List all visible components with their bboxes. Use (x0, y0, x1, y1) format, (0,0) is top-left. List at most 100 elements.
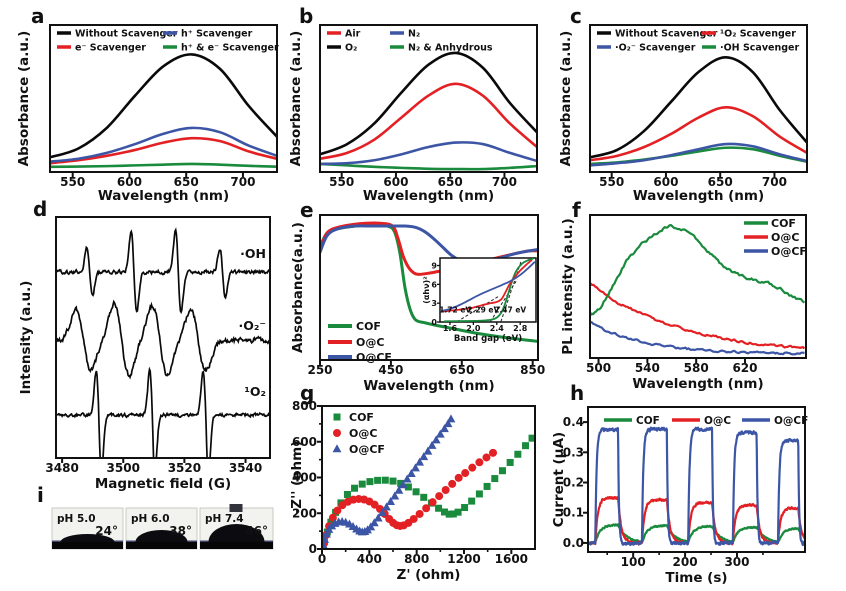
panel-b-label: b (299, 4, 314, 28)
square-point (445, 510, 453, 518)
square-point (454, 508, 462, 516)
a-xtick: 700 (230, 175, 255, 189)
a-series-h⁺ & e⁻ Scavenger (50, 162, 277, 169)
c-legend-label: ·OH Scavenger (720, 42, 799, 53)
tauc-tangent-line (456, 295, 500, 322)
triangle-point (419, 452, 429, 461)
square-point (461, 504, 469, 512)
f-y-axis-title: PL intensity (a.u.) (560, 218, 576, 355)
b-legend: Air O₂ N₂ N₂ & Anhydrous (327, 28, 493, 53)
d-xtick: 3480 (45, 461, 78, 475)
h-x-axis-title: Time (s) (665, 570, 727, 586)
e-xtick: 250 (307, 363, 332, 377)
circle-point (461, 469, 470, 478)
epr-trace-¹O₂ (56, 366, 270, 458)
c-xtick: 650 (708, 175, 733, 189)
c-legend-label: ·O₂⁻ Scavenger (615, 42, 696, 53)
inset-series-group (440, 258, 536, 322)
d-x-axis-title: Magnetic field (G) (95, 476, 231, 492)
circle-point (370, 500, 379, 509)
square-point (397, 479, 405, 487)
c-series-¹O₂ Scavenger (590, 106, 807, 162)
water-droplet (208, 524, 265, 542)
epr-trace-label: ·O₂⁻ (239, 318, 266, 333)
f-xtick: 620 (732, 361, 757, 375)
inset-series-O@C (441, 259, 533, 313)
d-plot-frame (55, 216, 271, 459)
g-legend-label: O@CF (349, 443, 385, 456)
band-gap-annotation: 1.72 eV (439, 306, 471, 315)
water-droplet (60, 534, 115, 542)
substrate-bar (200, 542, 273, 549)
g-series-O@CF (322, 414, 456, 549)
panel-e-label: e (300, 198, 314, 222)
square-point (381, 476, 389, 484)
b-axis-ticks: 550 600 650 700 (329, 172, 517, 189)
triangle-point (406, 468, 416, 477)
a-series-h⁺ Scavenger (50, 126, 277, 164)
g-axis-ticks: 0 400 800 1200 1600 0 200 400 600 800 (292, 399, 528, 566)
g-xtick: 1200 (447, 552, 480, 566)
square-point (491, 475, 499, 483)
contact-angle-value: 24° (95, 524, 118, 538)
contact-angle-photo-2: pH 6.038° (125, 507, 198, 550)
circle-point (428, 498, 437, 507)
a-x-axis-title: Wavelength (nm) (98, 188, 229, 204)
square-point (475, 490, 483, 498)
square-point (440, 508, 448, 516)
f-axis-ticks: 500 540 580 620 (586, 358, 758, 375)
square-point (351, 484, 359, 492)
dosing-needle (229, 504, 243, 512)
triangle-point (431, 435, 441, 444)
h-axis-ticks: 100 200 300 0.0 0.1 0.2 0.3 0.4 (563, 415, 764, 569)
circle-point (475, 458, 484, 467)
g-x-axis-title: Z' (ohm) (397, 567, 461, 583)
c-legend: Without Scavenger ·O₂⁻ Scavenger ¹O₂ Scave… (597, 28, 799, 53)
b-series-N₂ (320, 141, 537, 166)
f-legend-label: O@CF (771, 245, 807, 258)
e-y-axis-title: Absorbance(a.u.) (290, 222, 306, 353)
contact-angle-value: 46° (245, 524, 268, 538)
g-y-axis-title: -Z'' (ohm) (289, 441, 305, 515)
d-xtick: 3540 (229, 461, 262, 475)
c-y-axis-title: Absorbance (a.u.) (558, 31, 574, 167)
c-x-axis-title: Wavelength (nm) (633, 188, 764, 204)
e-legend-label: COF (356, 320, 381, 333)
a-legend: Without Scavenger e⁻ Scavenger h⁺ Scavenge… (57, 28, 279, 53)
a-series-Without Scavenger (50, 53, 277, 159)
water-droplet (135, 530, 188, 542)
a-y-axis-title: Absorbance (a.u.) (16, 31, 32, 167)
square-point (343, 490, 351, 498)
panel-d-label: d (33, 197, 48, 221)
b-xtick: 650 (438, 175, 463, 189)
inset-xtick: 2.0 (466, 324, 481, 333)
ph-label: pH 7.4 (205, 513, 244, 525)
panel-f-label: f (572, 198, 581, 222)
h-ytick: 0.2 (563, 476, 584, 490)
a-xtick: 650 (174, 175, 199, 189)
epr-trace-label: ·OH (240, 246, 266, 261)
square-point (435, 504, 443, 512)
g-legend-marker (333, 413, 341, 421)
substrate-bar (126, 542, 197, 549)
g-ytick: 800 (292, 399, 317, 413)
d-axis-ticks: 3480 3500 3520 3540 (45, 458, 262, 475)
circle-point (482, 453, 491, 462)
h-ytick: 0.0 (563, 536, 584, 550)
triangle-point (427, 440, 437, 449)
square-point (498, 467, 506, 475)
inset-ytick: 6 (431, 280, 437, 289)
inset-xtick: 1.6 (443, 324, 458, 333)
f-xtick: 580 (684, 361, 709, 375)
f-series-COF (590, 224, 806, 317)
panel-i-plot: pH 5.024°pH 6.038°pH 7.446° (51, 504, 274, 550)
circle-point (488, 448, 497, 457)
h-plot-frame (587, 406, 806, 553)
b-xtick: 600 (383, 175, 408, 189)
